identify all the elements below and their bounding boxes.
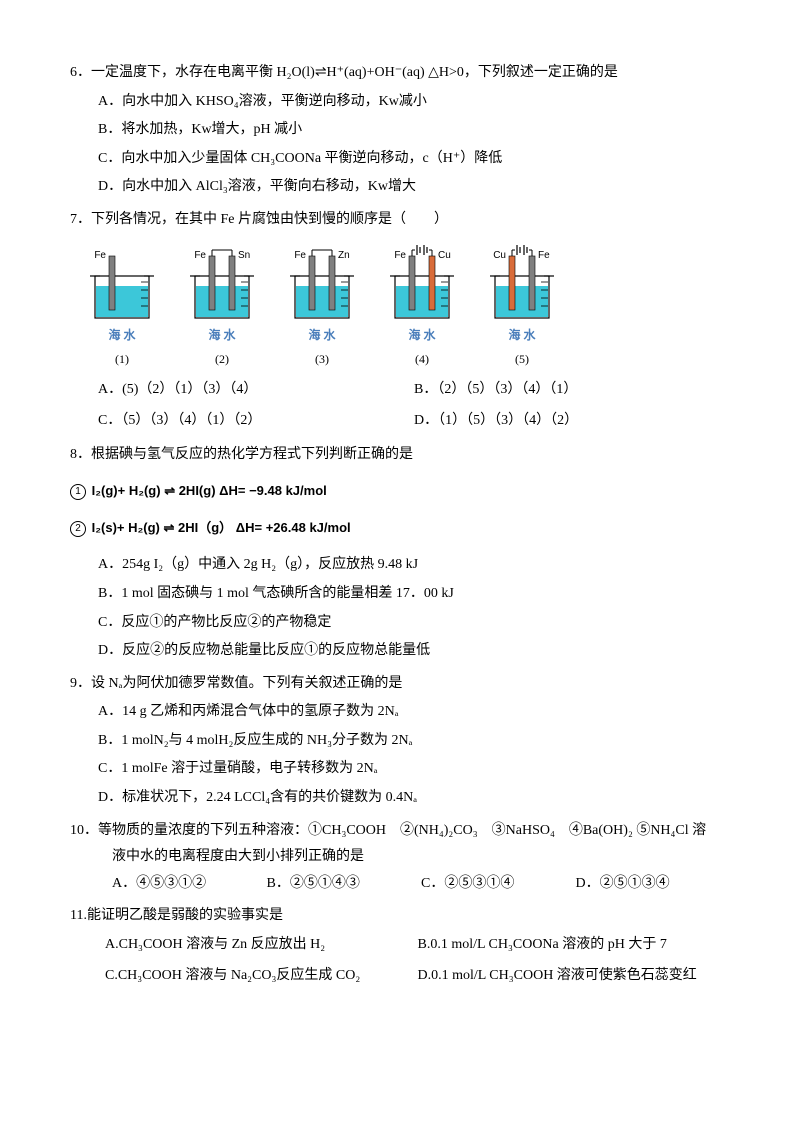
question-7: 7．下列各情况，在其中 Fe 片腐蚀由快到慢的顺序是（ ） Fe 海 水 (1)… (70, 207, 730, 436)
question-6: 6．一定温度下，水存在电离平衡 H₂O(l)⇌H⁺(aq)+OH⁻(aq) △H… (70, 60, 730, 201)
svg-text:Fe: Fe (94, 250, 106, 261)
beaker-icon: Fe (77, 242, 167, 324)
q11-stem: 11.能证明乙酸是弱酸的实验事实是 (70, 903, 730, 930)
beaker-number: (4) (377, 348, 467, 371)
beaker-water-label: 海 水 (377, 324, 467, 347)
q9-stem: 9．设 Nₐ为阿伏加德罗常数值。下列有关叙述正确的是 (70, 671, 730, 698)
q10-opt-a: A．④⑤③①② (112, 871, 267, 898)
q6-stem: 6．一定温度下，水存在电离平衡 H₂O(l)⇌H⁺(aq)+OH⁻(aq) △H… (70, 60, 730, 87)
beaker-number: (3) (277, 348, 367, 371)
q9-opt-a: A．14 g 乙烯和丙烯混合气体中的氢原子数为 2Nₐ (98, 699, 730, 726)
beaker-number: (1) (77, 348, 167, 371)
q8-stem: 8．根据碘与氢气反应的热化学方程式下列判断正确的是 (70, 442, 730, 469)
beaker-icon: Cu Fe (477, 242, 567, 324)
question-11: 11.能证明乙酸是弱酸的实验事实是 A.CH₃COOH 溶液与 Zn 反应放出 … (70, 903, 730, 991)
question-10: 10．等物质的量浓度的下列五种溶液：①CH₃COOH ②(NH₄)₂CO₃ ③N… (70, 818, 730, 898)
svg-text:Fe: Fe (394, 250, 406, 261)
beaker-icon: Fe Cu (377, 242, 467, 324)
beaker-icon: Fe Sn (177, 242, 267, 324)
q7-stem: 7．下列各情况，在其中 Fe 片腐蚀由快到慢的顺序是（ ） (70, 207, 730, 234)
q11-options: A.CH₃COOH 溶液与 Zn 反应放出 H₂ B.0.1 mol/L CH₃… (70, 930, 730, 991)
q10-stem1: 10．等物质的量浓度的下列五种溶液：①CH₃COOH ②(NH₄)₂CO₃ ③N… (70, 818, 730, 845)
q8-opt-a: A．254g I₂（g）中通入 2g H₂（g），反应放热 9.48 kJ (98, 552, 730, 579)
svg-text:Cu: Cu (438, 250, 451, 261)
q8-opt-b: B．1 mol 固态碘与 1 mol 气态碘所含的能量相差 17．00 kJ (98, 581, 730, 608)
q7-diagram-row: Fe 海 水 (1) FeSn 海 水 (2) FeZn 海 水 (3) FeC… (70, 242, 730, 372)
q10-opt-d: D．②⑤①③④ (576, 871, 731, 898)
question-9: 9．设 Nₐ为阿伏加德罗常数值。下列有关叙述正确的是 A．14 g 乙烯和丙烯混… (70, 671, 730, 812)
q7-options: A．(5)（2）（1）（3）（4） B．（2）（5）（3）（4）（1） C．（5… (70, 375, 730, 436)
q8-opt-c: C．反应①的产物比反应②的产物稳定 (98, 610, 730, 637)
question-8: 8．根据碘与氢气反应的热化学方程式下列判断正确的是 1 I₂(g)+ H₂(g)… (70, 442, 730, 664)
q6-opt-d: D．向水中加入 AlCl₃溶液，平衡向右移动，Kw增大 (98, 174, 730, 201)
beaker-number: (2) (177, 348, 267, 371)
circled-number-icon: 1 (70, 484, 86, 500)
svg-text:Fe: Fe (294, 250, 306, 261)
q6-options: A．向水中加入 KHSO₄溶液，平衡逆向移动，Kw减小 B．将水加热，Kw增大，… (70, 89, 730, 201)
q11-opt-b: B.0.1 mol/L CH₃COONa 溶液的 pH 大于 7 (418, 932, 731, 959)
beaker-water-label: 海 水 (477, 324, 567, 347)
q10-stem2: 液中水的电离程度由大到小排列正确的是 (70, 844, 730, 871)
q9-opt-b: B．1 molN₂与 4 molH₂反应生成的 NH₃分子数为 2Nₐ (98, 728, 730, 755)
q9-options: A．14 g 乙烯和丙烯混合气体中的氢原子数为 2Nₐ B．1 molN₂与 4… (70, 699, 730, 811)
beaker-water-label: 海 水 (77, 324, 167, 347)
q8-eq2-text: I₂(s)+ H₂(g) ⇌ 2HI（g） ΔH= +26.48 kJ/mol (92, 520, 351, 535)
q11-opt-a: A.CH₃COOH 溶液与 Zn 反应放出 H₂ (105, 932, 418, 959)
beaker-diagram: Cu Fe 海 水 (5) (477, 242, 567, 372)
q7-opt-d: D．（1）（5）（3）（4）（2） (414, 408, 730, 435)
q6-opt-a: A．向水中加入 KHSO₄溶液，平衡逆向移动，Kw减小 (98, 89, 730, 116)
q7-opt-a: A．(5)（2）（1）（3）（4） (98, 377, 414, 404)
q9-opt-c: C．1 molFe 溶于过量硝酸，电子转移数为 2Nₐ (98, 756, 730, 783)
beaker-diagram: Fe Zn 海 水 (3) (277, 242, 367, 372)
svg-text:Cu: Cu (493, 250, 506, 261)
q10-opt-c: C．②⑤③①④ (421, 871, 576, 898)
q8-eq1-text: I₂(g)+ H₂(g) ⇌ 2HI(g) ΔH= −9.48 kJ/mol (92, 483, 327, 498)
beaker-diagram: Fe Cu 海 水 (4) (377, 242, 467, 372)
q9-opt-d: D．标准状况下，2.24 LCCl₄含有的共价键数为 0.4Nₐ (98, 785, 730, 812)
q8-eq1: 1 I₂(g)+ H₂(g) ⇌ 2HI(g) ΔH= −9.48 kJ/mol (70, 479, 730, 504)
circled-number-icon: 2 (70, 521, 86, 537)
q10-options: A．④⑤③①② B．②⑤①④③ C．②⑤③①④ D．②⑤①③④ (70, 871, 730, 898)
beaker-water-label: 海 水 (177, 324, 267, 347)
svg-text:Zn: Zn (338, 250, 350, 261)
q7-opt-c: C．（5）（3）（4）（1）（2） (98, 408, 414, 435)
beaker-diagram: Fe 海 水 (1) (77, 242, 167, 372)
svg-text:Sn: Sn (238, 250, 250, 261)
q11-opt-d: D.0.1 mol/L CH₃COOH 溶液可使紫色石蕊变红 (418, 963, 731, 990)
q10-opt-b: B．②⑤①④③ (267, 871, 422, 898)
q8-options: A．254g I₂（g）中通入 2g H₂（g），反应放热 9.48 kJ B．… (70, 552, 730, 664)
q7-opt-b: B．（2）（5）（3）（4）（1） (414, 377, 730, 404)
svg-text:Fe: Fe (538, 250, 550, 261)
q8-opt-d: D．反应②的反应物总能量比反应①的反应物总能量低 (98, 638, 730, 665)
beaker-number: (5) (477, 348, 567, 371)
svg-text:Fe: Fe (194, 250, 206, 261)
beaker-icon: Fe Zn (277, 242, 367, 324)
q6-opt-c: C．向水中加入少量固体 CH₃COONa 平衡逆向移动，c（H⁺）降低 (98, 146, 730, 173)
beaker-water-label: 海 水 (277, 324, 367, 347)
q6-opt-b: B．将水加热，Kw增大，pH 减小 (98, 117, 730, 144)
q11-opt-c: C.CH₃COOH 溶液与 Na₂CO₃反应生成 CO₂ (105, 963, 418, 990)
beaker-diagram: Fe Sn 海 水 (2) (177, 242, 267, 372)
q8-eq2: 2 I₂(s)+ H₂(g) ⇌ 2HI（g） ΔH= +26.48 kJ/mo… (70, 516, 730, 541)
